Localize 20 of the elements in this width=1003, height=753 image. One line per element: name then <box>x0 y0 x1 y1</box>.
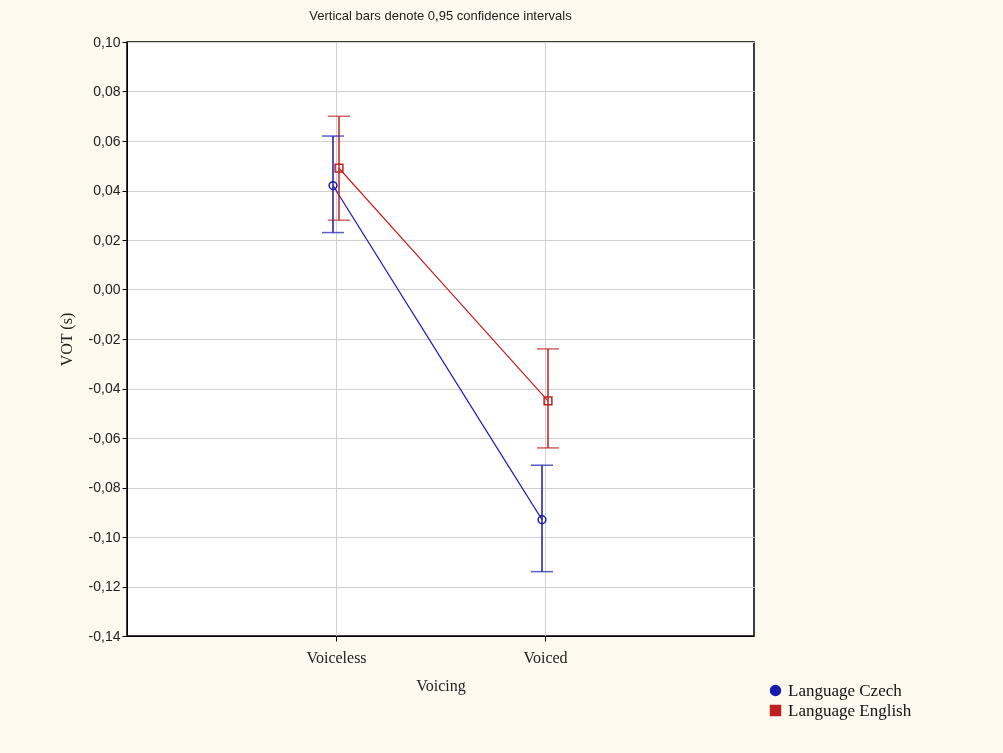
y-tick-label: -0,12 <box>88 578 121 594</box>
y-tick-label: 0,06 <box>93 132 121 149</box>
y-tick-label: 0,10 <box>93 33 121 50</box>
x-tick-label: Voiceless <box>306 648 367 666</box>
x-tick-label: Voiced <box>523 648 568 666</box>
y-tick-label: -0,08 <box>88 479 121 495</box>
y-axis-title: VOT (s) <box>57 312 76 367</box>
legend-label: Language English <box>788 700 912 720</box>
x-axis-title: Voicing <box>416 676 466 695</box>
y-tick-label: 0,00 <box>93 281 121 297</box>
y-tick-label: -0,10 <box>88 528 121 545</box>
y-tick-label: 0,08 <box>93 83 121 99</box>
y-tick-label: 0,04 <box>93 182 121 198</box>
y-tick-label: -0,04 <box>88 380 121 396</box>
legend-label: Language Czech <box>788 680 903 700</box>
y-tick-label: -0,06 <box>88 429 121 446</box>
y-tick-label: 0,02 <box>93 231 121 248</box>
chart-title: Vertical bars denote 0,95 confidence intervals <box>309 8 573 23</box>
y-tick-label: -0,02 <box>88 330 121 347</box>
y-tick-label: -0,14 <box>88 627 121 644</box>
